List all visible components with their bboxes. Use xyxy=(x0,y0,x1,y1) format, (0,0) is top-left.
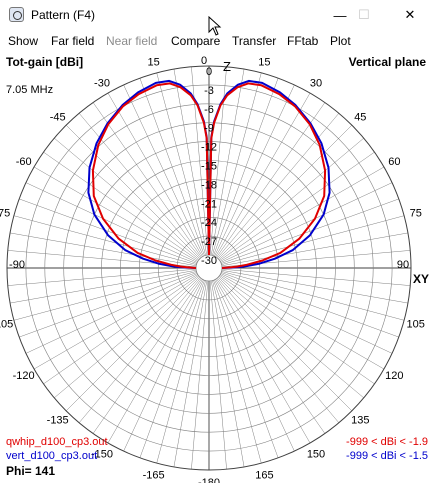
app-icon xyxy=(9,7,24,22)
menu-bar: Show Far field Near field Compare Transf… xyxy=(0,30,433,51)
gain-ring-label: -21 xyxy=(201,198,217,210)
gain-ring-label: -12 xyxy=(201,142,217,154)
legend-file-2: vert_d100_cp3.out xyxy=(6,450,97,462)
gain-ring-label: -9 xyxy=(204,123,214,135)
grid-ring xyxy=(82,141,336,395)
frequency-label: 7.05 MHz xyxy=(6,84,53,96)
angle-label: 135 xyxy=(351,414,369,426)
gain-ring-label: -6 xyxy=(204,104,214,116)
angle-label: -120 xyxy=(13,370,35,382)
legend-file-1: qwhip_d100_cp3.out xyxy=(6,436,108,448)
polar-pattern-chart: 0 -3 -6 -9 -12 -15 -18 -21 -24 -27 -30 0 15 15 30 -30 45… xyxy=(0,55,429,483)
grid-ring xyxy=(101,160,317,376)
menu-show[interactable]: Show xyxy=(8,34,39,48)
phi-label: Phi= 141 xyxy=(6,464,55,478)
angle-label: 30 xyxy=(310,78,322,90)
angle-label: -105 xyxy=(0,318,13,330)
close-button[interactable]: ✕ xyxy=(404,7,416,22)
mouse-cursor-icon xyxy=(208,16,222,36)
grid-ring xyxy=(139,198,279,338)
menu-compare[interactable]: Compare xyxy=(171,34,221,48)
angle-label: 15 xyxy=(258,56,270,68)
grid-ring xyxy=(44,103,374,433)
menu-fftab[interactable]: FFtab xyxy=(287,34,319,48)
polar-grid xyxy=(6,65,412,471)
angle-label: 75 xyxy=(410,208,422,220)
gain-ring-label: -3 xyxy=(204,85,214,97)
angle-label: 60 xyxy=(388,156,400,168)
grid-ring xyxy=(120,179,298,357)
angle-label: -30 xyxy=(94,78,110,90)
angle-label: -165 xyxy=(143,470,165,482)
gain-ring-label: -24 xyxy=(201,217,217,229)
grid-ring xyxy=(63,122,355,414)
angle-label: -45 xyxy=(50,112,66,124)
plane-label: Vertical plane xyxy=(349,55,427,69)
gain-ring-label: -15 xyxy=(201,161,217,173)
angle-label: 105 xyxy=(407,318,425,330)
angle-label: 165 xyxy=(255,470,273,482)
menu-plot[interactable]: Plot xyxy=(330,34,351,48)
grid-ring xyxy=(6,65,412,471)
window-title: Pattern (F4) xyxy=(31,8,96,22)
pattern-trace-1-right xyxy=(208,82,327,269)
angle-and-gain-labels: 0 -3 -6 -9 -12 -15 -18 -21 -24 -27 -30 0 15 15 30 -30 45… xyxy=(0,55,425,483)
angle-label: -150 xyxy=(91,448,113,460)
gain-unit-label: Tot-gain [dBi] xyxy=(6,55,83,69)
xy-axis-label: XY xyxy=(413,272,429,286)
menu-far-field[interactable]: Far field xyxy=(51,34,95,48)
angle-label: -90 xyxy=(9,259,25,271)
angle-label: -75 xyxy=(0,208,10,220)
maximize-button[interactable]: ☐ xyxy=(358,7,370,22)
z-axis-label: Z xyxy=(223,59,231,74)
pattern-trace-1-left xyxy=(91,82,210,269)
gain-ring-label: -30 xyxy=(201,255,217,267)
angle-label: 15 xyxy=(147,56,159,68)
pattern-plot-area[interactable]: 0 -3 -6 -9 -12 -15 -18 -21 -24 -27 -30 0 15 15 30 -30 45… xyxy=(0,51,433,483)
angle-label: -60 xyxy=(16,156,32,168)
gain-ring-label: 0 xyxy=(206,66,212,78)
angle-label: -135 xyxy=(47,414,69,426)
angle-label: 120 xyxy=(385,370,403,382)
gain-ring-label: -18 xyxy=(201,179,217,191)
legend-range-1: -999 < dBi < -1.9 xyxy=(346,436,428,448)
angle-label: -180 xyxy=(198,477,220,483)
minimize-button[interactable]: — xyxy=(333,7,347,23)
legend-range-2: -999 < dBi < -1.5 xyxy=(346,450,428,462)
pattern-traces xyxy=(87,79,331,269)
grid-ring xyxy=(25,84,393,452)
gain-ring-label: -27 xyxy=(201,236,217,248)
angle-label: 45 xyxy=(354,112,366,124)
menu-near-field[interactable]: Near field xyxy=(106,34,158,48)
menu-transfer[interactable]: Transfer xyxy=(232,34,277,48)
angle-label: 150 xyxy=(307,448,325,460)
angle-label: 90 xyxy=(397,259,409,271)
angle-label: 0 xyxy=(201,55,207,67)
